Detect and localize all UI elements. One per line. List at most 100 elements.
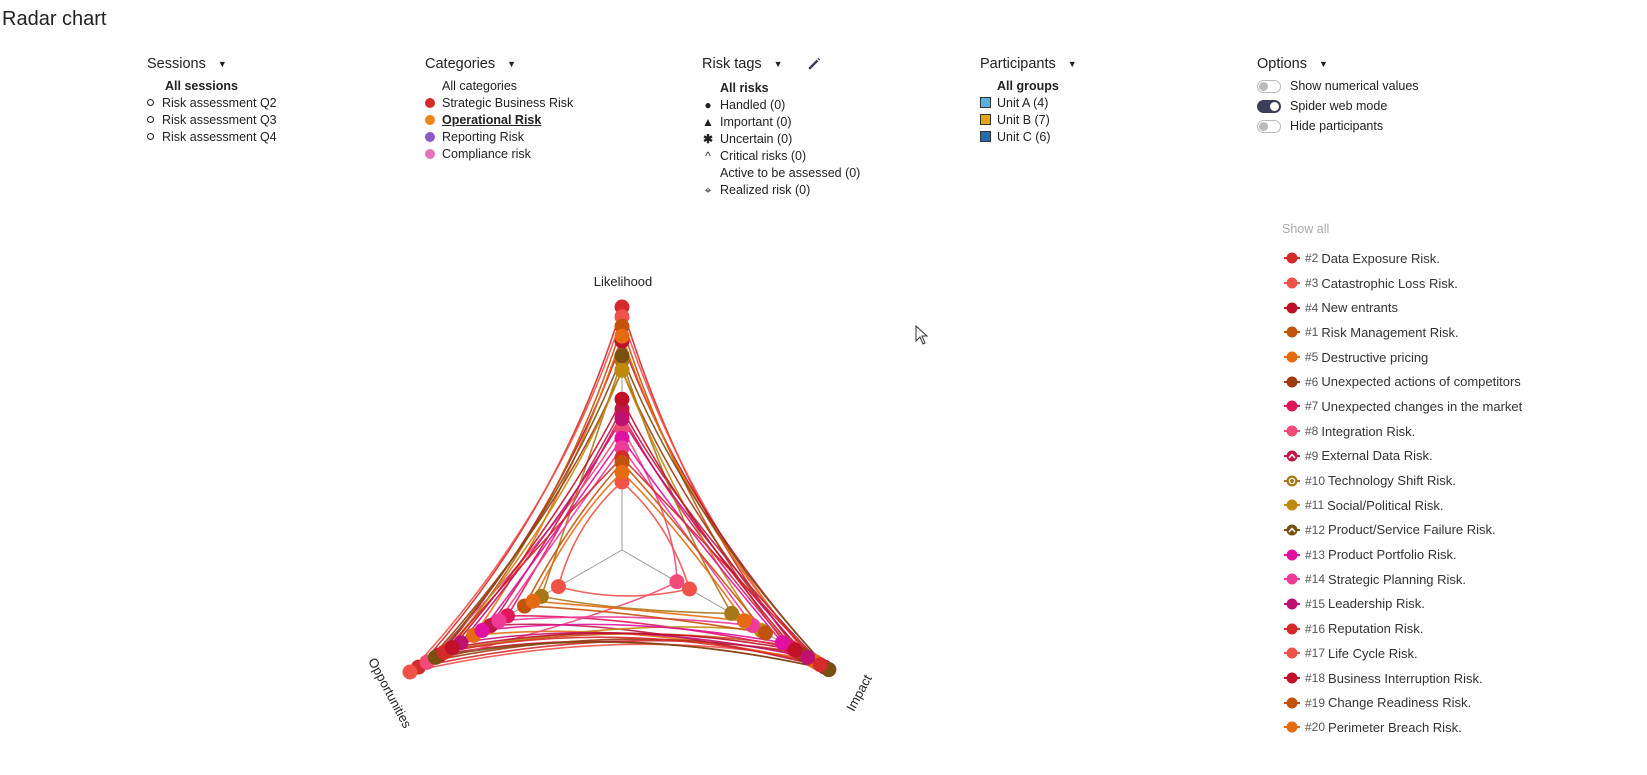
data-point[interactable]	[614, 362, 630, 378]
series-line[interactable]	[407, 316, 815, 674]
data-point[interactable]	[758, 625, 773, 641]
legend-item[interactable]: #13 Product Portfolio Risk.	[1282, 542, 1522, 567]
data-point[interactable]	[614, 391, 630, 407]
pencil-icon[interactable]	[807, 57, 821, 71]
legend-item[interactable]: #17 Life Cycle Risk.	[1282, 641, 1522, 666]
data-point[interactable]	[724, 605, 740, 621]
data-point[interactable]	[736, 613, 752, 629]
data-point[interactable]	[614, 464, 630, 480]
legend-item[interactable]: #14 Strategic Planning Risk.	[1282, 567, 1522, 592]
circle-marker-icon	[1284, 376, 1300, 388]
risk-tag-handled[interactable]: ● Handled (0)	[702, 96, 860, 113]
legend-item[interactable]: #19 Change Readiness Risk.	[1282, 690, 1522, 715]
radio-icon	[147, 99, 154, 106]
legend-item[interactable]: #12 Product/Service Failure Risk.	[1282, 518, 1522, 543]
data-point[interactable]	[614, 411, 630, 427]
category-dot-icon	[425, 114, 435, 125]
data-point[interactable]	[682, 581, 697, 597]
legend-item-number: #16	[1305, 621, 1326, 636]
data-point[interactable]	[474, 623, 490, 638]
legend-item[interactable]: #8 Integration Risk.	[1282, 419, 1522, 444]
legend-item[interactable]: #5 Destructive pricing	[1282, 345, 1522, 370]
legend-item-label: Reputation Risk.	[1328, 621, 1424, 637]
legend-item[interactable]: #7 Unexpected changes in the market	[1282, 394, 1522, 419]
risk-tag-active[interactable]: Active to be assessed (0)	[702, 164, 860, 181]
session-all[interactable]: All sessions	[147, 77, 277, 94]
data-point[interactable]	[491, 613, 507, 629]
category-dot-icon	[425, 97, 435, 108]
session-q4[interactable]: Risk assessment Q4	[147, 128, 277, 145]
data-point[interactable]	[614, 348, 630, 364]
series-line[interactable]	[424, 369, 806, 664]
category-reporting[interactable]: Reporting Risk	[425, 128, 573, 145]
participant-unit-b[interactable]: Unit B (7)	[980, 111, 1077, 128]
data-point[interactable]	[444, 640, 460, 656]
category-operational[interactable]: Operational Risk	[425, 111, 573, 128]
data-point[interactable]	[614, 328, 630, 344]
participant-unit-c[interactable]: Unit C (6)	[980, 128, 1077, 145]
series-line[interactable]	[424, 428, 678, 664]
series-line[interactable]	[450, 398, 798, 652]
series-line[interactable]	[523, 461, 768, 635]
legend-item[interactable]: #1 Risk Management Risk.	[1282, 320, 1522, 345]
data-point[interactable]	[787, 642, 803, 658]
category-compliance[interactable]: Compliance risk	[425, 145, 573, 162]
legend-item[interactable]: #2 Data Exposure Risk.	[1282, 246, 1522, 271]
categories-dropdown[interactable]: Categories ▼	[425, 55, 573, 73]
category-dot-icon	[425, 131, 435, 142]
risk-tags-dropdown[interactable]: Risk tags ▼	[702, 55, 860, 73]
category-strategic[interactable]: Strategic Business Risk	[425, 94, 573, 111]
show-all-link[interactable]: Show all	[1282, 222, 1330, 236]
series-line[interactable]	[433, 355, 832, 671]
data-point[interactable]	[774, 635, 790, 651]
data-point[interactable]	[669, 574, 685, 590]
legend-item-label: Destructive pricing	[1321, 349, 1429, 365]
risk-tag-important[interactable]: ▲ Important (0)	[702, 113, 860, 130]
legend-item[interactable]: #10 Technology Shift Risk.	[1282, 468, 1522, 493]
toggle-switch[interactable]	[1257, 119, 1281, 133]
legend-item[interactable]: #15 Leadership Risk.	[1282, 592, 1522, 617]
circle-marker-icon	[1284, 549, 1300, 561]
option-hide-participants[interactable]: Hide participants	[1257, 116, 1419, 136]
option-show-numerical[interactable]: Show numerical values	[1257, 76, 1419, 96]
risk-tag-all[interactable]: All risks	[702, 79, 860, 96]
legend-item[interactable]: #16 Reputation Risk.	[1282, 616, 1522, 641]
crosshair-icon: ⌖	[704, 182, 712, 197]
participant-all[interactable]: All groups	[980, 77, 1077, 94]
options-panel: Options ▼ Show numerical values Spider w…	[1257, 55, 1419, 136]
data-point[interactable]	[550, 579, 566, 595]
legend-item[interactable]: #9 External Data Risk.	[1282, 444, 1522, 469]
risk-tag-uncertain[interactable]: ✱ Uncertain (0)	[702, 130, 860, 147]
legend-item-number: #1	[1305, 325, 1319, 340]
series-line[interactable]	[497, 447, 755, 627]
participant-unit-a[interactable]: Unit A (4)	[980, 94, 1077, 111]
series-line[interactable]	[480, 437, 785, 644]
risk-tag-label: Handled (0)	[720, 97, 786, 112]
data-point[interactable]	[402, 664, 418, 680]
session-q2[interactable]: Risk assessment Q2	[147, 94, 277, 111]
series-line[interactable]	[557, 481, 691, 597]
series-line[interactable]	[531, 471, 747, 622]
sessions-dropdown[interactable]: Sessions ▼	[147, 55, 277, 73]
category-all[interactable]: All categories	[425, 77, 573, 94]
toggle-switch[interactable]	[1257, 79, 1281, 93]
data-point[interactable]	[525, 593, 541, 609]
legend-item[interactable]: #6 Unexpected actions of competitors	[1282, 369, 1522, 394]
circle-marker-icon	[1284, 697, 1300, 709]
series-line[interactable]	[441, 457, 823, 667]
legend-item[interactable]: #11 Social/Political Risk.	[1282, 493, 1522, 518]
legend-item[interactable]: #20 Perimeter Breach Risk.	[1282, 715, 1522, 740]
risk-tag-critical[interactable]: ^ Critical risks (0)	[702, 147, 860, 164]
legend-item[interactable]: #4 New entrants	[1282, 295, 1522, 320]
series-line[interactable]	[416, 306, 802, 669]
legend-item[interactable]: #18 Business Interruption Risk.	[1282, 666, 1522, 691]
data-point[interactable]	[812, 657, 828, 673]
participants-dropdown[interactable]: Participants ▼	[980, 55, 1077, 73]
toggle-switch[interactable]	[1257, 99, 1281, 113]
options-dropdown[interactable]: Options ▼	[1257, 55, 1419, 73]
option-spider-web[interactable]: Spider web mode	[1257, 96, 1419, 116]
legend-item[interactable]: #3 Catastrophic Loss Risk.	[1282, 271, 1522, 296]
data-point[interactable]	[800, 649, 816, 665]
risk-tag-realized[interactable]: ⌖ Realized risk (0)	[702, 181, 860, 198]
session-q3[interactable]: Risk assessment Q3	[147, 111, 277, 128]
